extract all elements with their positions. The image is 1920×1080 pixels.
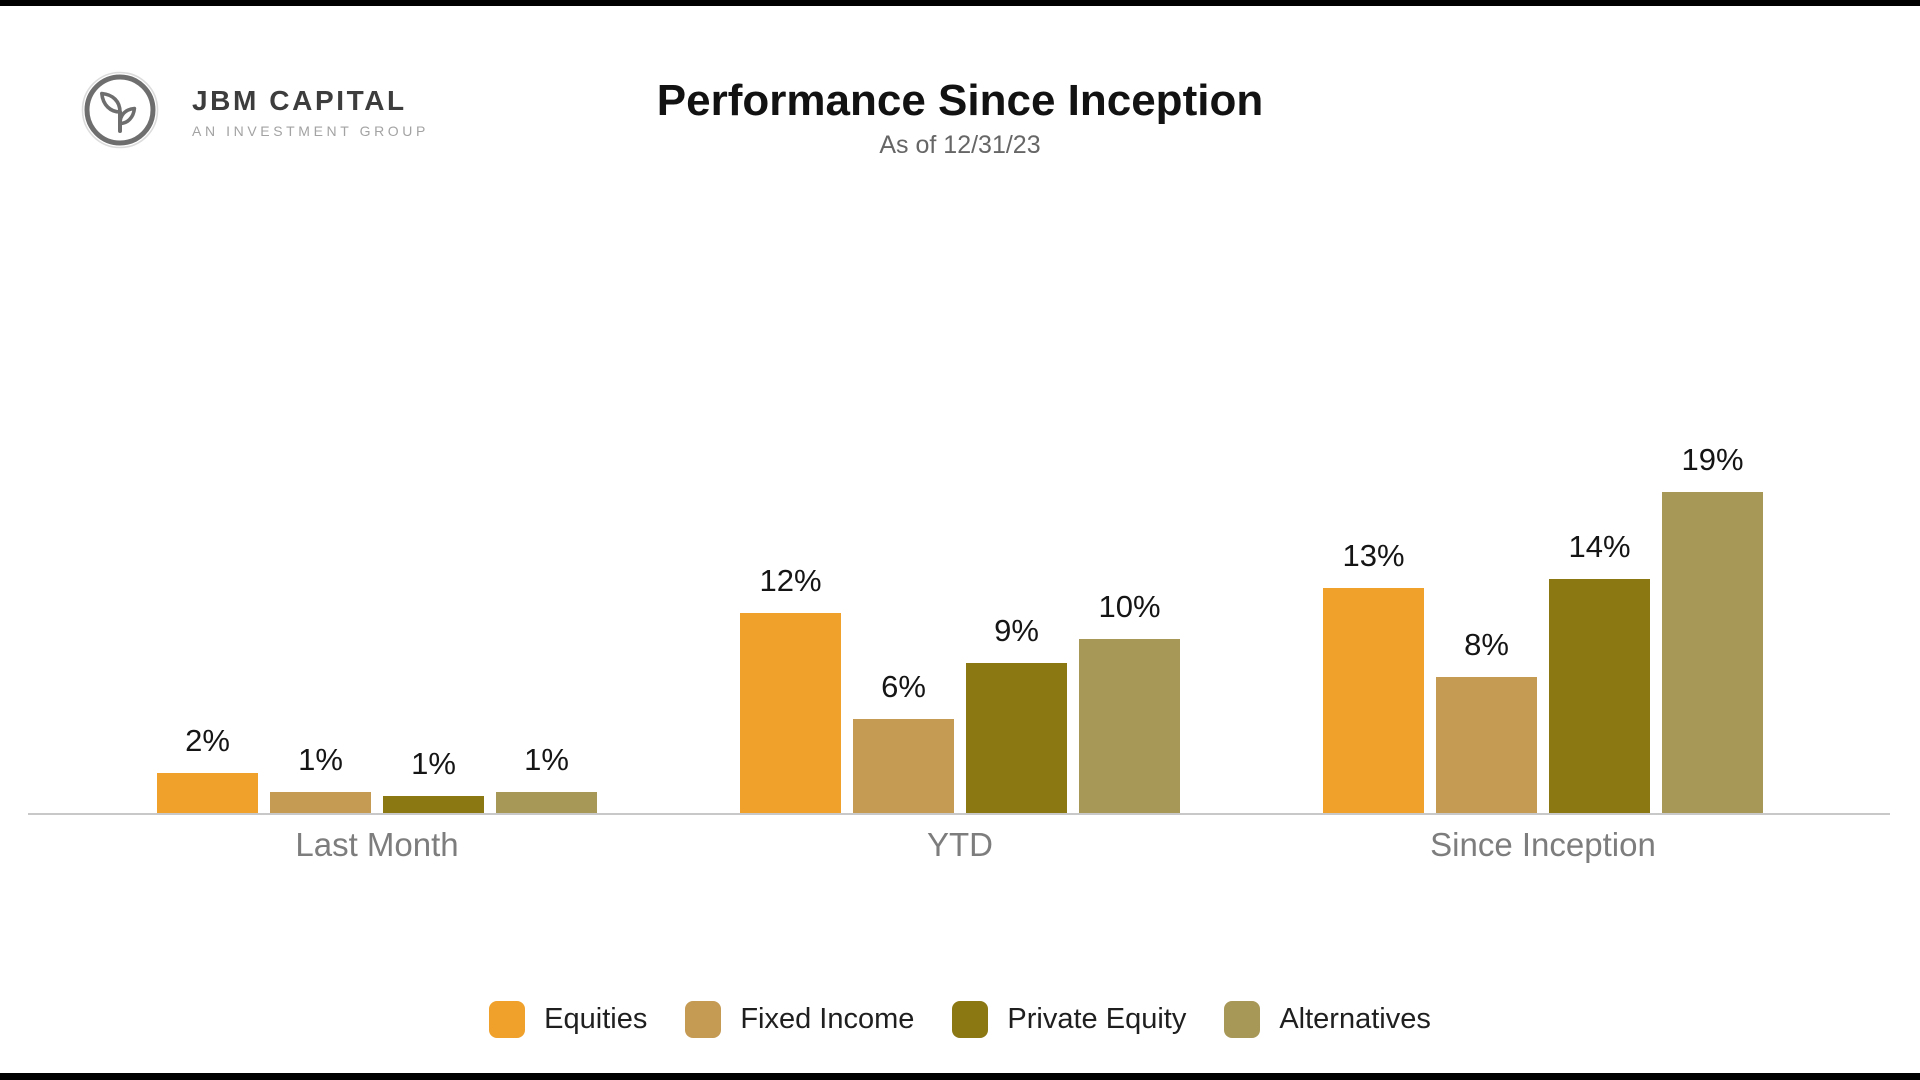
logo-tagline: AN INVESTMENT GROUP [192, 123, 429, 139]
chart-title: Performance Since Inception [656, 76, 1264, 125]
value-label-fixed-income-ytd: 6% [881, 668, 926, 704]
bar-column-equities-ytd: 12% [740, 562, 841, 814]
bar-fixed-income-ytd [853, 719, 954, 814]
category-label-last-month: Last Month [295, 826, 459, 863]
value-label-equities-since-inception: 13% [1342, 537, 1405, 573]
bar-private-equity-ytd [966, 663, 1067, 814]
legend-item-alternatives: Alternatives [1224, 1001, 1431, 1038]
bar-column-private-equity-last-month: 1% [383, 745, 484, 814]
bar-private-equity-last-month [383, 796, 484, 814]
legend-label-fixed-income: Fixed Income [740, 1003, 915, 1035]
bar-equities-since-inception [1323, 588, 1424, 814]
value-label-private-equity-since-inception: 14% [1568, 528, 1631, 564]
bar-fixed-income-since-inception [1436, 677, 1537, 814]
chart-legend: Equities Fixed Income Private Equity Altern… [0, 1001, 1920, 1038]
value-label-equities-ytd: 12% [759, 562, 822, 598]
legend-item-private-equity: Private Equity [952, 1001, 1186, 1038]
legend-label-private-equity: Private Equity [1007, 1003, 1187, 1035]
jbm-capital-seedling-logo-icon [81, 71, 159, 149]
value-label-private-equity-last-month: 1% [411, 745, 456, 781]
bar-private-equity-since-inception [1549, 579, 1650, 814]
category-axis-labels: Last Month YTD Since Inception [157, 825, 1763, 865]
bar-column-private-equity-since-inception: 14% [1549, 528, 1650, 814]
bar-column-fixed-income-last-month: 1% [270, 741, 371, 814]
legend-swatch-equities-icon [489, 1001, 526, 1038]
bar-column-equities-since-inception: 13% [1323, 537, 1424, 814]
bar-alternatives-last-month [496, 792, 597, 814]
bar-group-last-month: 2% 1% 1% 1% [157, 722, 597, 814]
bar-group-since-inception: 13% 8% 14% 19% [1323, 441, 1763, 814]
value-label-alternatives-last-month: 1% [524, 741, 569, 777]
legend-item-fixed-income: Fixed Income [685, 1001, 914, 1038]
bar-column-fixed-income-ytd: 6% [853, 668, 954, 814]
value-label-fixed-income-last-month: 1% [298, 741, 343, 777]
legend-swatch-alternatives-icon [1224, 1001, 1261, 1038]
plot-area: 2% 1% 1% 1% 12% 6% 9% 10% 13% 8% 14% 19% [157, 442, 1763, 814]
bar-alternatives-ytd [1079, 639, 1180, 814]
value-label-alternatives-ytd: 10% [1098, 588, 1161, 624]
x-axis-line [28, 813, 1890, 815]
legend-item-equities: Equities [489, 1001, 647, 1038]
value-label-fixed-income-since-inception: 8% [1464, 626, 1509, 662]
bar-column-fixed-income-since-inception: 8% [1436, 626, 1537, 814]
bar-group-ytd: 12% 6% 9% 10% [740, 562, 1180, 814]
legend-swatch-fixed-income-icon [685, 1001, 722, 1038]
bar-column-alternatives-since-inception: 19% [1662, 441, 1763, 814]
logo-company-name: JBM CAPITAL [192, 85, 407, 116]
bar-equities-ytd [740, 613, 841, 814]
value-label-alternatives-since-inception: 19% [1681, 441, 1744, 477]
bottom-black-strip [0, 1073, 1920, 1080]
bar-fixed-income-last-month [270, 792, 371, 814]
legend-label-equities: Equities [544, 1003, 648, 1035]
bar-equities-last-month [157, 773, 258, 814]
category-label-since-inception: Since Inception [1430, 826, 1656, 863]
legend-label-alternatives: Alternatives [1279, 1003, 1431, 1035]
bar-alternatives-since-inception [1662, 492, 1763, 814]
bar-column-alternatives-last-month: 1% [496, 741, 597, 814]
value-label-private-equity-ytd: 9% [994, 612, 1039, 648]
category-label-ytd: YTD [927, 826, 993, 863]
bar-column-alternatives-ytd: 10% [1079, 588, 1180, 814]
top-black-strip [0, 0, 1920, 6]
bar-column-private-equity-ytd: 9% [966, 612, 1067, 814]
value-label-equities-last-month: 2% [185, 722, 230, 758]
chart-subtitle: As of 12/31/23 [879, 131, 1041, 159]
legend-swatch-private-equity-icon [952, 1001, 989, 1038]
logo-text-block: JBM CAPITAL AN INVESTMENT GROUP [192, 85, 429, 139]
bar-column-equities-last-month: 2% [157, 722, 258, 814]
